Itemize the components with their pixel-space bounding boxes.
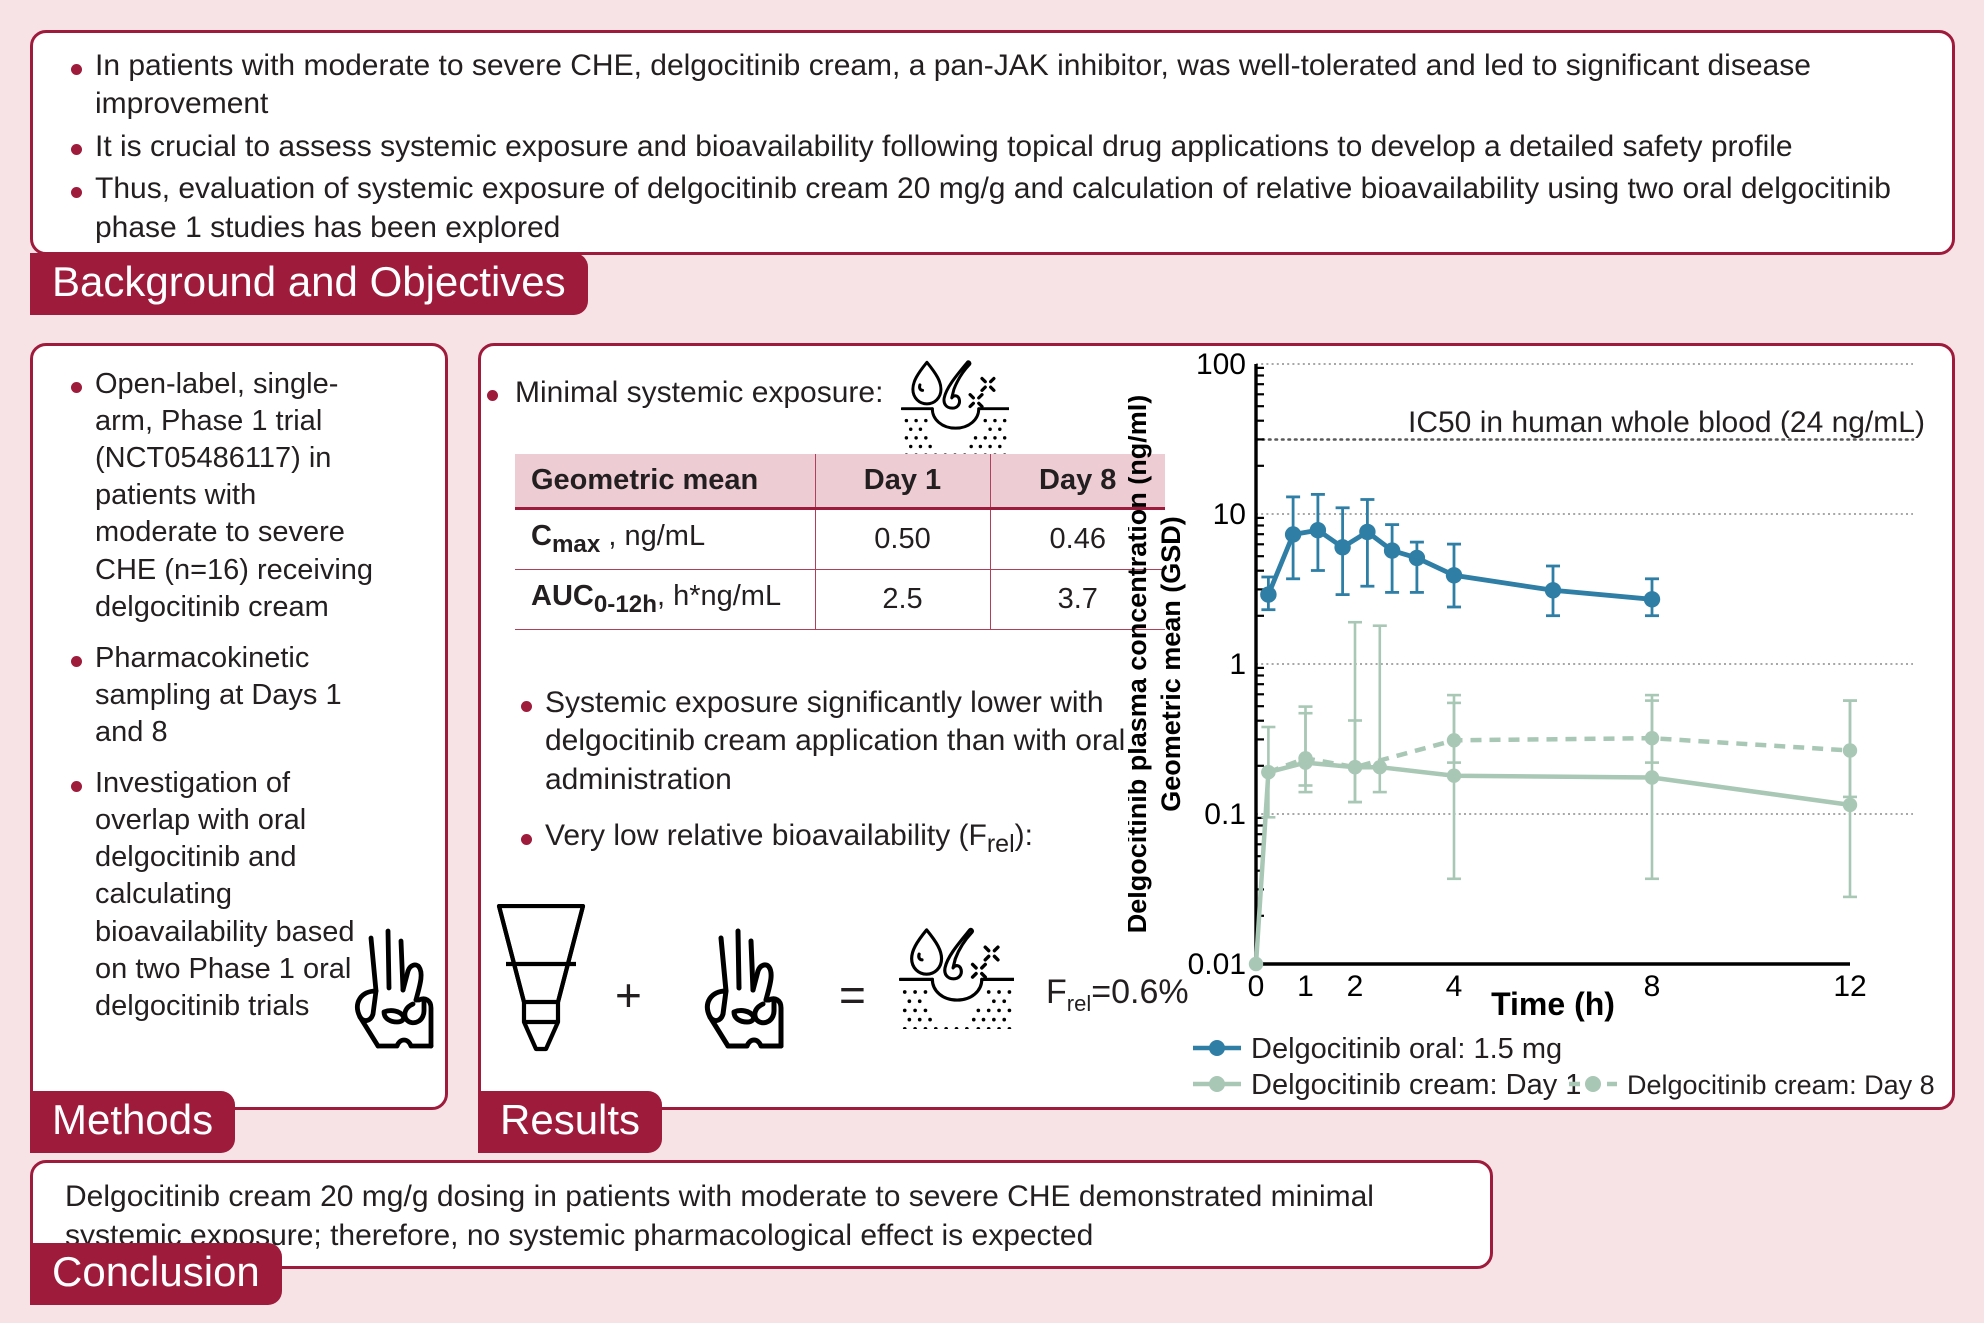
svg-text:1: 1 [1229, 648, 1246, 681]
svg-text:8: 8 [1644, 970, 1661, 1003]
svg-text:Delgocitinib cream: Day 1: Delgocitinib cream: Day 1 [1251, 1069, 1581, 1101]
svg-text:Delgocitinib oral: 1.5 mg: Delgocitinib oral: 1.5 mg [1251, 1033, 1562, 1065]
svg-text:0.01: 0.01 [1188, 948, 1246, 981]
svg-text:Delgocitinib plasma concentrat: Delgocitinib plasma concentration (ng/ml… [1128, 395, 1152, 934]
svg-text:12: 12 [1833, 970, 1866, 1003]
svg-text:10: 10 [1213, 498, 1246, 531]
svg-text:100: 100 [1196, 348, 1246, 381]
svg-text:4: 4 [1446, 970, 1463, 1003]
svg-text:IC50 in human whole blood (24: IC50 in human whole blood (24 ng/mL) [1408, 406, 1925, 439]
svg-text:0.1: 0.1 [1204, 798, 1246, 831]
svg-text:0: 0 [1248, 970, 1265, 1003]
svg-text:2: 2 [1347, 970, 1364, 1003]
svg-text:1: 1 [1297, 970, 1314, 1003]
svg-text:Time (h): Time (h) [1491, 986, 1615, 1022]
svg-text:Geometric mean (GSD): Geometric mean (GSD) [1156, 516, 1186, 812]
svg-text:Delgocitinib cream: Day 8: Delgocitinib cream: Day 8 [1627, 1070, 1935, 1100]
